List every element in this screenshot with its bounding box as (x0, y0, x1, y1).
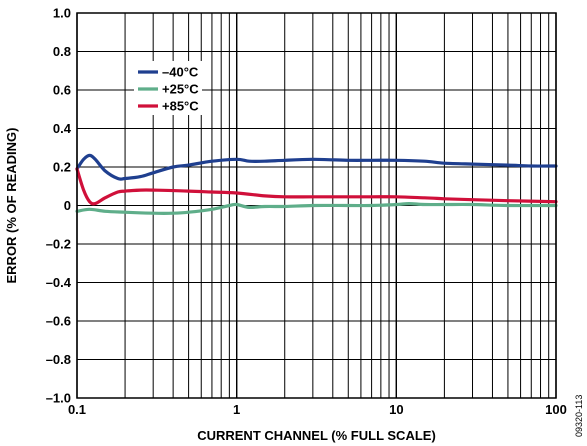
x-tick-labels: 0.1 1 10 100 (68, 402, 567, 417)
legend-label-1: +25°C (162, 82, 199, 97)
series-layer (75, 153, 558, 215)
series-line-2 (75, 167, 558, 206)
y-tick-label: –0.4 (46, 275, 72, 290)
legend: –40°C +25°C +85°C (134, 61, 202, 115)
y-tick-label: –0.8 (46, 352, 71, 367)
y-tick-label: 0.8 (53, 44, 71, 59)
plot-frame (76, 12, 557, 399)
y-tick-labels: 1.0 0.8 0.6 0.4 0.2 0 –0.2 –0.4 –0.6 –0.8 –1.0 (46, 6, 72, 406)
figure-id: 09320-113 (574, 395, 584, 437)
x-axis-label: CURRENT CHANNEL (% FULL SCALE) (197, 428, 436, 443)
x-tick-label: 0.1 (68, 402, 86, 417)
legend-label-2: +85°C (162, 99, 199, 114)
x-tick-label: 100 (545, 402, 567, 417)
y-tick-label: –0.2 (46, 237, 71, 252)
y-tick-label: 0 (64, 198, 71, 213)
x-tick-label: 10 (389, 402, 403, 417)
legend-label-0: –40°C (162, 65, 199, 80)
y-axis-label: ERROR (% OF READING) (4, 128, 19, 284)
y-tick-label: –0.6 (46, 314, 71, 329)
y-tick-label: 0.4 (53, 121, 72, 136)
y-tick-label: 1.0 (53, 6, 71, 21)
y-tick-label: 0.6 (53, 83, 71, 98)
y-tick-label: –1.0 (46, 391, 71, 406)
series-line-0 (75, 153, 558, 181)
series-line-1 (75, 202, 558, 215)
y-tick-label: 0.2 (53, 160, 71, 175)
x-tick-label: 1 (233, 402, 240, 417)
